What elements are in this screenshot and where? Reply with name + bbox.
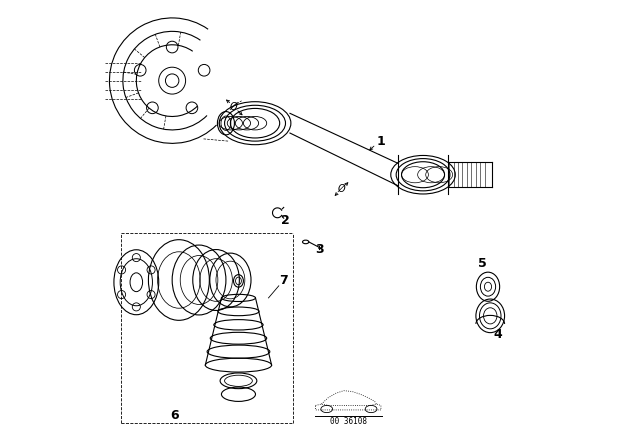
Text: 4: 4 [493,328,502,341]
Text: 00 36108: 00 36108 [330,417,367,426]
Text: Ø: Ø [230,102,237,112]
Text: 7: 7 [279,273,287,287]
Text: 2: 2 [281,214,289,227]
Text: Ø: Ø [338,184,346,194]
Text: 6: 6 [170,409,179,422]
Text: 5: 5 [478,257,486,270]
Text: 1: 1 [376,134,385,148]
Text: 3: 3 [316,243,324,257]
